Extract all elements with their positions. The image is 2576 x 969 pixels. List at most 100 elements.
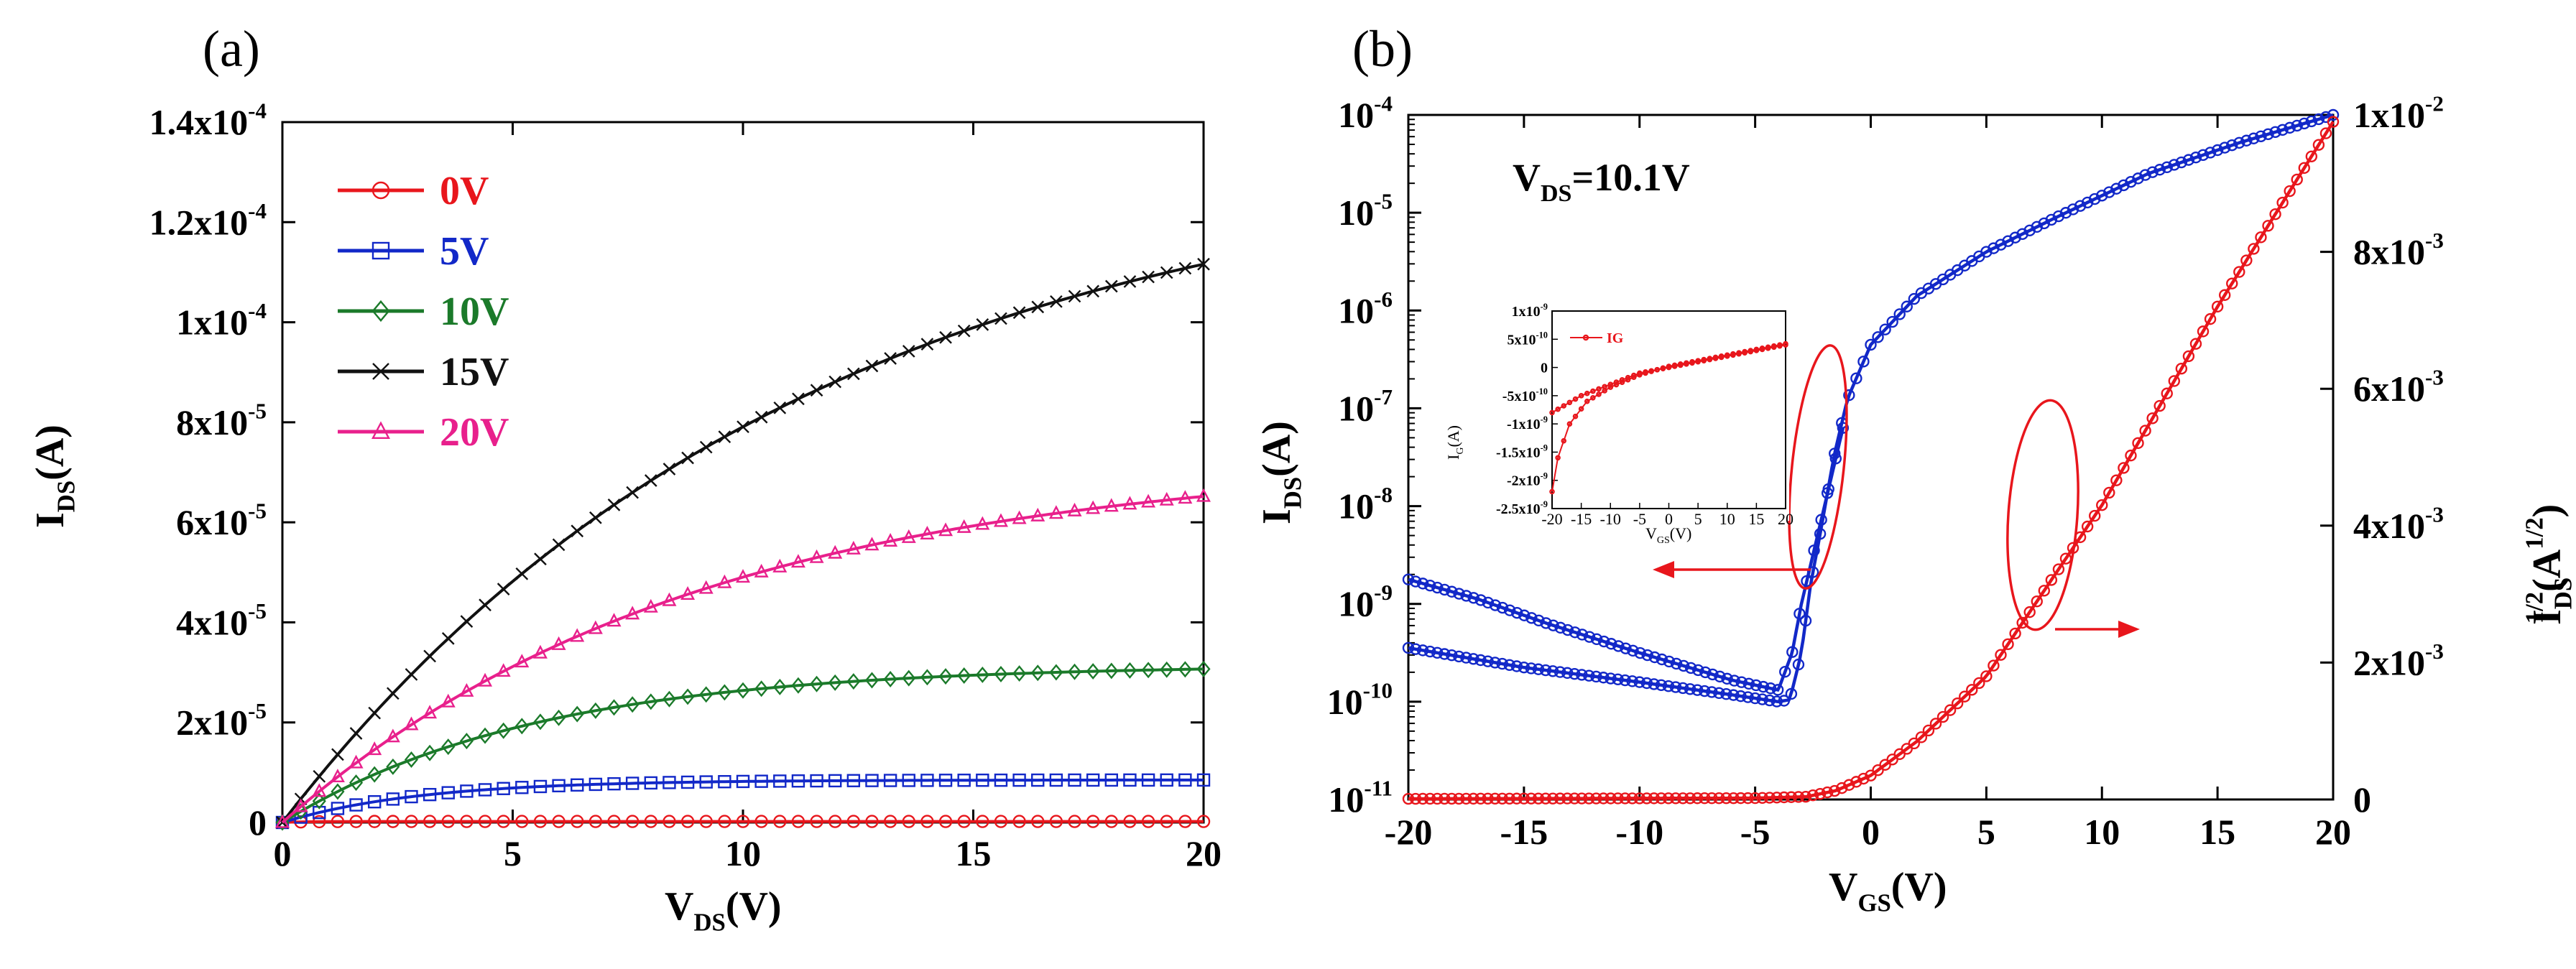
chart-transfer-characteristics: -20 -15 -10 -5 0 5 10 15 2010-410-510-610-710-81…: [1255, 91, 2576, 917]
legend-marker: [371, 241, 390, 260]
text-part: 4x10: [2353, 506, 2425, 546]
y-tick-label: 8x10-5: [176, 398, 267, 442]
text-part: 1.4x10: [149, 102, 249, 142]
data-point-2: [2248, 243, 2260, 255]
data-point-0: [1489, 657, 1501, 669]
y-tick-label: 6x10-5: [176, 499, 267, 543]
data-point-0: [2298, 117, 2310, 130]
data-point-10V: [312, 792, 326, 810]
text-part: -3: [2425, 639, 2444, 664]
data-point-20V: [496, 663, 511, 677]
inset-data-point: [1596, 386, 1602, 392]
data-point-1: [1692, 664, 1704, 677]
data-point-10V: [772, 678, 787, 695]
data-point-2: [2009, 627, 2021, 640]
data-point-0V: [607, 815, 621, 828]
inset-data-point: [1724, 352, 1730, 358]
data-point-15V: [681, 451, 694, 465]
data-point-5V: [1160, 773, 1173, 787]
inset-data-point: [1602, 388, 1607, 394]
inset-gate-current: -20 -15 -10 -5 0 5 10 15 201x10-95x10-100-5x10-1…: [1444, 302, 1793, 546]
data-point-10V: [920, 669, 934, 686]
data-point-20V: [404, 716, 419, 731]
data-point-20V: [662, 592, 677, 606]
y-left-tick-label: 10-5: [1338, 189, 1393, 233]
vds-annotation: VDS=10.1V: [1513, 156, 1690, 207]
inset-y-tick-label: -2x10-9: [1507, 471, 1548, 489]
data-point-0V: [1012, 815, 1026, 828]
data-point-0: [2168, 159, 2180, 171]
data-point-1: [1416, 578, 1429, 590]
data-point-1: [1576, 629, 1589, 641]
y-left-tick-label: 10-4: [1338, 91, 1393, 136]
data-point-2: [2132, 437, 2144, 450]
inset-data-point: [1578, 406, 1584, 412]
data-point-2: [1799, 790, 1812, 803]
data-point-2: [1821, 786, 1834, 799]
data-point-0: [2226, 139, 2238, 152]
data-point-15V: [1068, 289, 1081, 303]
data-point-2: [1619, 792, 1631, 805]
data-point-20V: [385, 728, 400, 743]
x-tick-label: -15: [1500, 812, 1548, 852]
data-point-0: [2081, 196, 2094, 209]
y-left-tick-label: 10-7: [1338, 384, 1393, 429]
data-point-0: [1669, 681, 1682, 693]
text-part: 2x10: [2353, 642, 2425, 682]
data-point-10V: [699, 686, 714, 703]
data-point-0: [1886, 315, 1898, 328]
text-part: 6x10: [2353, 368, 2425, 409]
data-point-0V: [588, 815, 603, 828]
data-point-0: [2262, 128, 2274, 141]
data-point-2: [1706, 792, 1718, 805]
data-point-10V: [423, 744, 437, 761]
x-tick-label: 0: [1862, 812, 1880, 852]
data-point-0: [1691, 684, 1704, 696]
data-point-2: [1662, 792, 1675, 805]
data-point-20V: [606, 613, 622, 627]
data-point-2: [1720, 792, 1732, 805]
text-part: 5x10: [1507, 332, 1536, 348]
data-point-0V: [957, 815, 971, 828]
data-point-15V: [644, 474, 657, 487]
legend-label: 20V: [440, 410, 509, 455]
inset-x-tick-label: 5: [1694, 510, 1702, 528]
y-left-tick-label: 10-6: [1338, 287, 1393, 331]
data-point-0V: [533, 815, 548, 828]
text-part: -5x10: [1502, 389, 1536, 404]
data-point-1: [1424, 580, 1436, 592]
data-point-10V: [386, 758, 400, 775]
data-point-10V: [1049, 664, 1063, 681]
inset-data-point: [1730, 351, 1736, 357]
data-point-0V: [994, 815, 1008, 828]
data-point-5V: [994, 773, 1008, 787]
text-part: -7: [1374, 384, 1393, 409]
data-point-10V: [680, 688, 695, 705]
data-point-0: [1799, 614, 1812, 627]
inset-data-point: [1742, 348, 1748, 355]
data-point-2: [1474, 792, 1487, 805]
data-point-2: [1966, 684, 1978, 696]
data-point-20V: [275, 814, 290, 828]
data-point-0: [2240, 134, 2253, 147]
data-point-0: [1597, 672, 1610, 684]
data-point-1: [1489, 599, 1502, 611]
data-point-2: [2276, 196, 2289, 209]
data-point-0V: [552, 815, 565, 828]
data-point-2: [1402, 792, 1415, 805]
data-point-10V: [1178, 661, 1192, 678]
data-point-0V: [405, 815, 418, 828]
data-point-2: [2059, 552, 2072, 565]
data-point-2: [1959, 690, 1971, 703]
data-point-15V: [405, 668, 418, 681]
data-point-2: [1503, 792, 1515, 805]
data-point-0V: [441, 815, 455, 828]
data-point-10V: [459, 733, 474, 750]
data-point-0V: [791, 815, 805, 828]
text-part: DS: [1279, 477, 1307, 509]
data-point-0: [2204, 147, 2217, 159]
data-point-2: [1612, 792, 1624, 805]
data-point-2: [1554, 792, 1566, 805]
data-point-2: [2103, 486, 2115, 499]
data-point-5V: [478, 783, 492, 797]
